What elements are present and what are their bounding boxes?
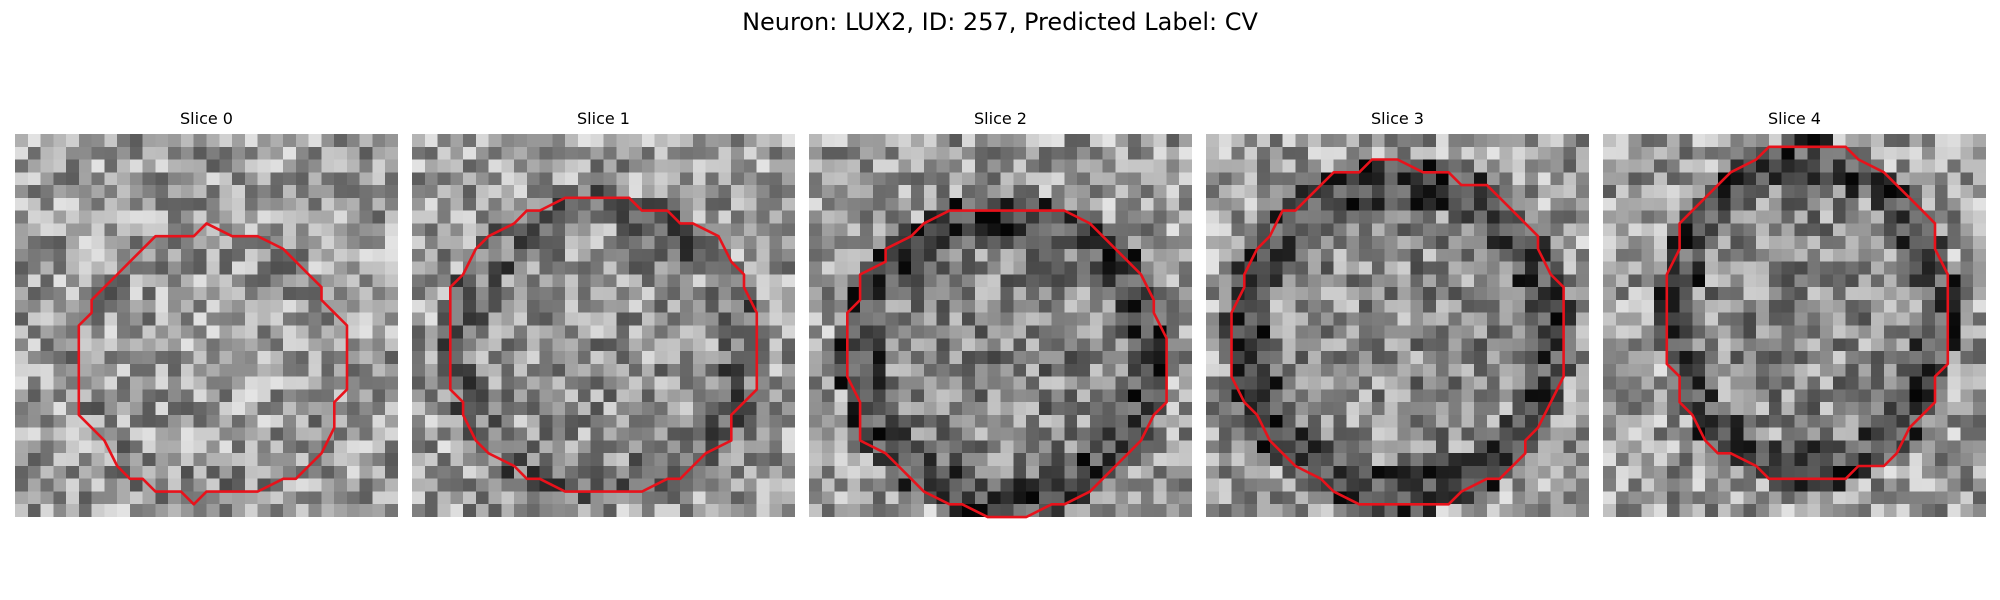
slice-title: Slice 0: [180, 109, 233, 128]
slice-title: Slice 2: [974, 109, 1027, 128]
cell-contour: [1665, 145, 1950, 481]
cell-contour: [448, 196, 759, 493]
slice-title: Slice 4: [1768, 109, 1821, 128]
figure-title: Neuron: LUX2, ID: 257, Predicted Label: …: [742, 8, 1258, 36]
slice-panel: Slice 3: [1206, 108, 1589, 517]
slice-panel: Slice 0: [15, 108, 398, 517]
slice-panel: Slice 4: [1603, 108, 1986, 517]
cell-contour: [77, 222, 349, 506]
slice-title: Slice 1: [577, 109, 630, 128]
slice-title: Slice 3: [1371, 109, 1424, 128]
slice-panel: Slice 2: [809, 108, 1192, 519]
cell-contour: [845, 209, 1168, 519]
cell-contour: [1230, 158, 1565, 506]
slice-panel: Slice 1: [412, 108, 795, 517]
